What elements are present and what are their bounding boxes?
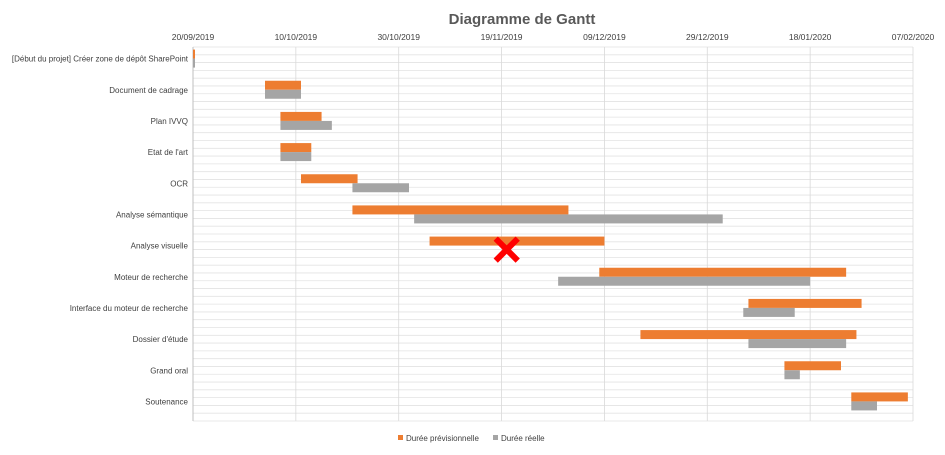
category-label: Plan IVVQ: [151, 117, 188, 126]
legend-swatch-planned: [398, 435, 403, 440]
chart-title: Diagramme de Gantt: [449, 11, 596, 28]
planned-duration-bar: [640, 330, 857, 340]
category-label: Analyse visuelle: [131, 242, 189, 251]
x-tick-label: 18/01/2020: [789, 32, 832, 42]
actual-duration-bar: [265, 89, 301, 99]
planned-duration-bar: [599, 267, 847, 277]
x-tick-label: 19/11/2019: [481, 32, 523, 42]
legend-swatch-actual: [493, 435, 498, 440]
actual-duration-bar: [193, 58, 195, 68]
category-labels: [Début du projet] Créer zone de dépôt Sh…: [12, 55, 189, 407]
actual-duration-bar: [352, 183, 409, 193]
bars: [193, 49, 908, 411]
x-tick-label: 30/10/2019: [377, 32, 420, 42]
category-label: Document de cadrage: [109, 86, 188, 95]
actual-duration-bar: [851, 401, 877, 411]
category-label: Soutenance: [145, 397, 188, 406]
category-label: [Début du projet] Créer zone de dépôt Sh…: [12, 55, 189, 64]
x-tick-label: 20/09/2019: [172, 32, 215, 42]
actual-duration-bar: [414, 214, 723, 224]
category-label: Moteur de recherche: [114, 273, 188, 282]
actual-duration-bar: [784, 370, 800, 380]
planned-duration-bar: [280, 111, 322, 121]
category-label: Interface du moteur de recherche: [70, 304, 189, 313]
actual-duration-bar: [280, 120, 332, 130]
planned-duration-bar: [748, 298, 862, 308]
legend: Durée prévisionnelle Durée réelle: [398, 434, 545, 443]
actual-duration-bar: [280, 152, 312, 162]
x-tick-label: 10/10/2019: [275, 32, 318, 42]
planned-duration-bar: [784, 361, 841, 371]
x-axis-ticks: 20/09/2019 10/10/2019 30/10/2019 19/11/2019…: [172, 32, 935, 42]
actual-duration-bar: [743, 307, 795, 317]
category-label: Dossier d'étude: [133, 335, 189, 344]
planned-duration-bar: [265, 80, 301, 90]
category-label: OCR: [170, 179, 188, 188]
planned-duration-bar: [851, 392, 908, 402]
actual-duration-bar: [558, 276, 811, 286]
category-label: Grand oral: [150, 366, 188, 375]
x-tick-label: 07/02/2020: [892, 32, 935, 42]
x-tick-label: 29/12/2019: [686, 32, 729, 42]
annotations: [493, 236, 520, 263]
category-label: Analyse sémantique: [116, 210, 189, 219]
planned-duration-bar: [301, 174, 358, 184]
x-tick-label: 09/12/2019: [583, 32, 626, 42]
legend-label-actual: Durée réelle: [501, 434, 545, 443]
actual-duration-bar: [748, 339, 847, 349]
planned-duration-bar: [352, 205, 569, 215]
cross-mark-icon: [493, 236, 520, 263]
cross-stroke: [493, 236, 520, 263]
planned-duration-bar: [280, 143, 312, 153]
category-label: Etat de l'art: [148, 148, 189, 157]
legend-label-planned: Durée prévisionnelle: [406, 434, 479, 443]
planned-duration-bar: [193, 49, 195, 59]
